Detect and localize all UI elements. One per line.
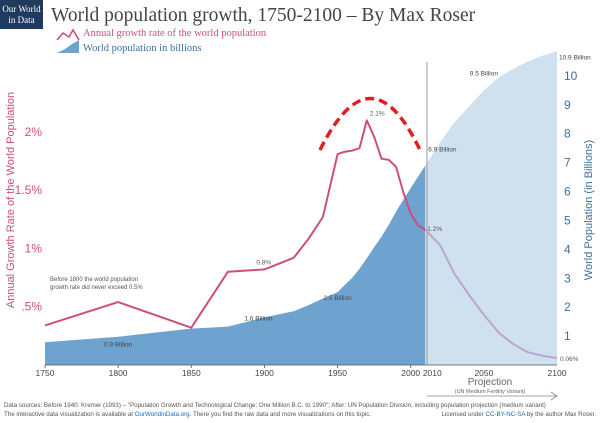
population-label-5: 10.9 Billion (559, 54, 591, 61)
left-axis-label: Annual Growth Rate of the World Populati… (5, 92, 17, 308)
right-tick-label-5: 6 (564, 185, 571, 199)
x-tick-label-2050: 2050 (474, 368, 493, 378)
growth-label-3: 0.06% (560, 356, 579, 363)
interactive-text-prefix: The interactive data visualization is av… (4, 411, 135, 418)
growth-label-1: 2.1% (370, 110, 385, 117)
left-axis: .5% 1% 1.5% 2% (15, 125, 43, 314)
left-tick-label-2: 1.5% (15, 183, 43, 197)
projected-growth-rate-line (424, 229, 558, 359)
peak-highlight-arc (318, 96, 422, 151)
legend: Annual growth rate of the world populati… (56, 28, 267, 54)
x-tick-label-1800: 1800 (109, 368, 128, 378)
population-label-2: 2.5 Billion (324, 295, 353, 302)
interactive-text-suffix: . There you find the raw data and more v… (189, 411, 372, 418)
x-tick-label-1900: 1900 (255, 368, 274, 378)
early-note-line2: growth rate did never exceed 0.5% (50, 285, 143, 291)
right-axis-label: World Population (in Billions) (583, 140, 595, 280)
projection-label: Projection (468, 377, 512, 388)
annotations: Before 1800 the world population growth … (50, 54, 591, 363)
x-tick-label-2100: 2100 (548, 368, 567, 378)
right-tick-label-7: 8 (564, 127, 571, 141)
left-tick-label-0: .5% (21, 300, 42, 314)
chart-title: World population growth, 1750-2100 – By … (51, 5, 476, 26)
owid-link[interactable]: OurWorldinData.org (134, 411, 190, 418)
logo-line1: Our World (2, 4, 41, 14)
license-suffix: by the author Max Roser. (525, 411, 596, 418)
logo-line2: in Data (8, 15, 34, 25)
right-tick-label-4: 5 (564, 214, 571, 228)
license-prefix: Licensed under (441, 411, 486, 418)
right-tick-label-2: 3 (564, 271, 571, 285)
population-label-0: 0.9 Billion (104, 342, 133, 349)
projection-arrow (427, 391, 558, 401)
left-tick-label-1: 1% (25, 242, 43, 256)
left-tick-label-3: 2% (25, 125, 43, 139)
license-link[interactable]: CC-BY-NC-SA (485, 411, 526, 418)
growth-rate-legend-icon (56, 28, 80, 41)
x-axis: 1750 1800 1850 1900 1950 2000 2010 2050 2100 (36, 365, 567, 378)
x-tick-label-1850: 1850 (182, 368, 201, 378)
footer-links: The interactive data visualization is av… (4, 411, 596, 418)
projection-sublabel: (UN Medium Fertility Variant) (455, 389, 526, 395)
legend-growth-label: Annual growth rate of the world populati… (83, 28, 267, 39)
owid-logo[interactable] (0, 0, 43, 29)
growth-rate-line (44, 119, 426, 329)
x-tick-label-1750: 1750 (36, 368, 55, 378)
population-label-3: 6.9 Billion (428, 147, 457, 154)
population-label-1: 1.6 Billion (244, 315, 273, 322)
projected-population-area (425, 51, 557, 366)
right-tick-label-0: 1 (564, 329, 571, 343)
right-tick-label-9: 10 (564, 69, 578, 83)
x-tick-label-2000: 2000 (401, 368, 420, 378)
right-tick-label-6: 7 (564, 156, 571, 170)
right-axis: 1 2 3 4 5 6 7 8 9 10 (564, 69, 578, 343)
right-tick-label-3: 4 (564, 242, 571, 256)
license-text: Licensed under CC-BY-NC-SA by the author… (441, 411, 596, 418)
x-tick-label-1950: 1950 (328, 368, 347, 378)
growth-label-2: 1.2% (427, 226, 442, 233)
growth-label-0: 0.8% (256, 259, 271, 266)
right-tick-label-1: 2 (564, 300, 571, 314)
footer-sources: Data sources: Before 1940: Kremer (1993)… (4, 402, 596, 409)
population-area (45, 165, 426, 365)
x-tick-label-2010: 2010 (423, 368, 442, 378)
right-tick-label-8: 9 (564, 98, 571, 112)
population-legend-icon (57, 40, 79, 53)
early-note-line1: Before 1800 the world population (50, 277, 138, 283)
legend-population-label: World population in billions (83, 43, 201, 54)
population-label-4: 9.5 Billion (470, 70, 499, 77)
data-sources-text: Data sources: Before 1940: Kremer (1993)… (4, 402, 546, 409)
